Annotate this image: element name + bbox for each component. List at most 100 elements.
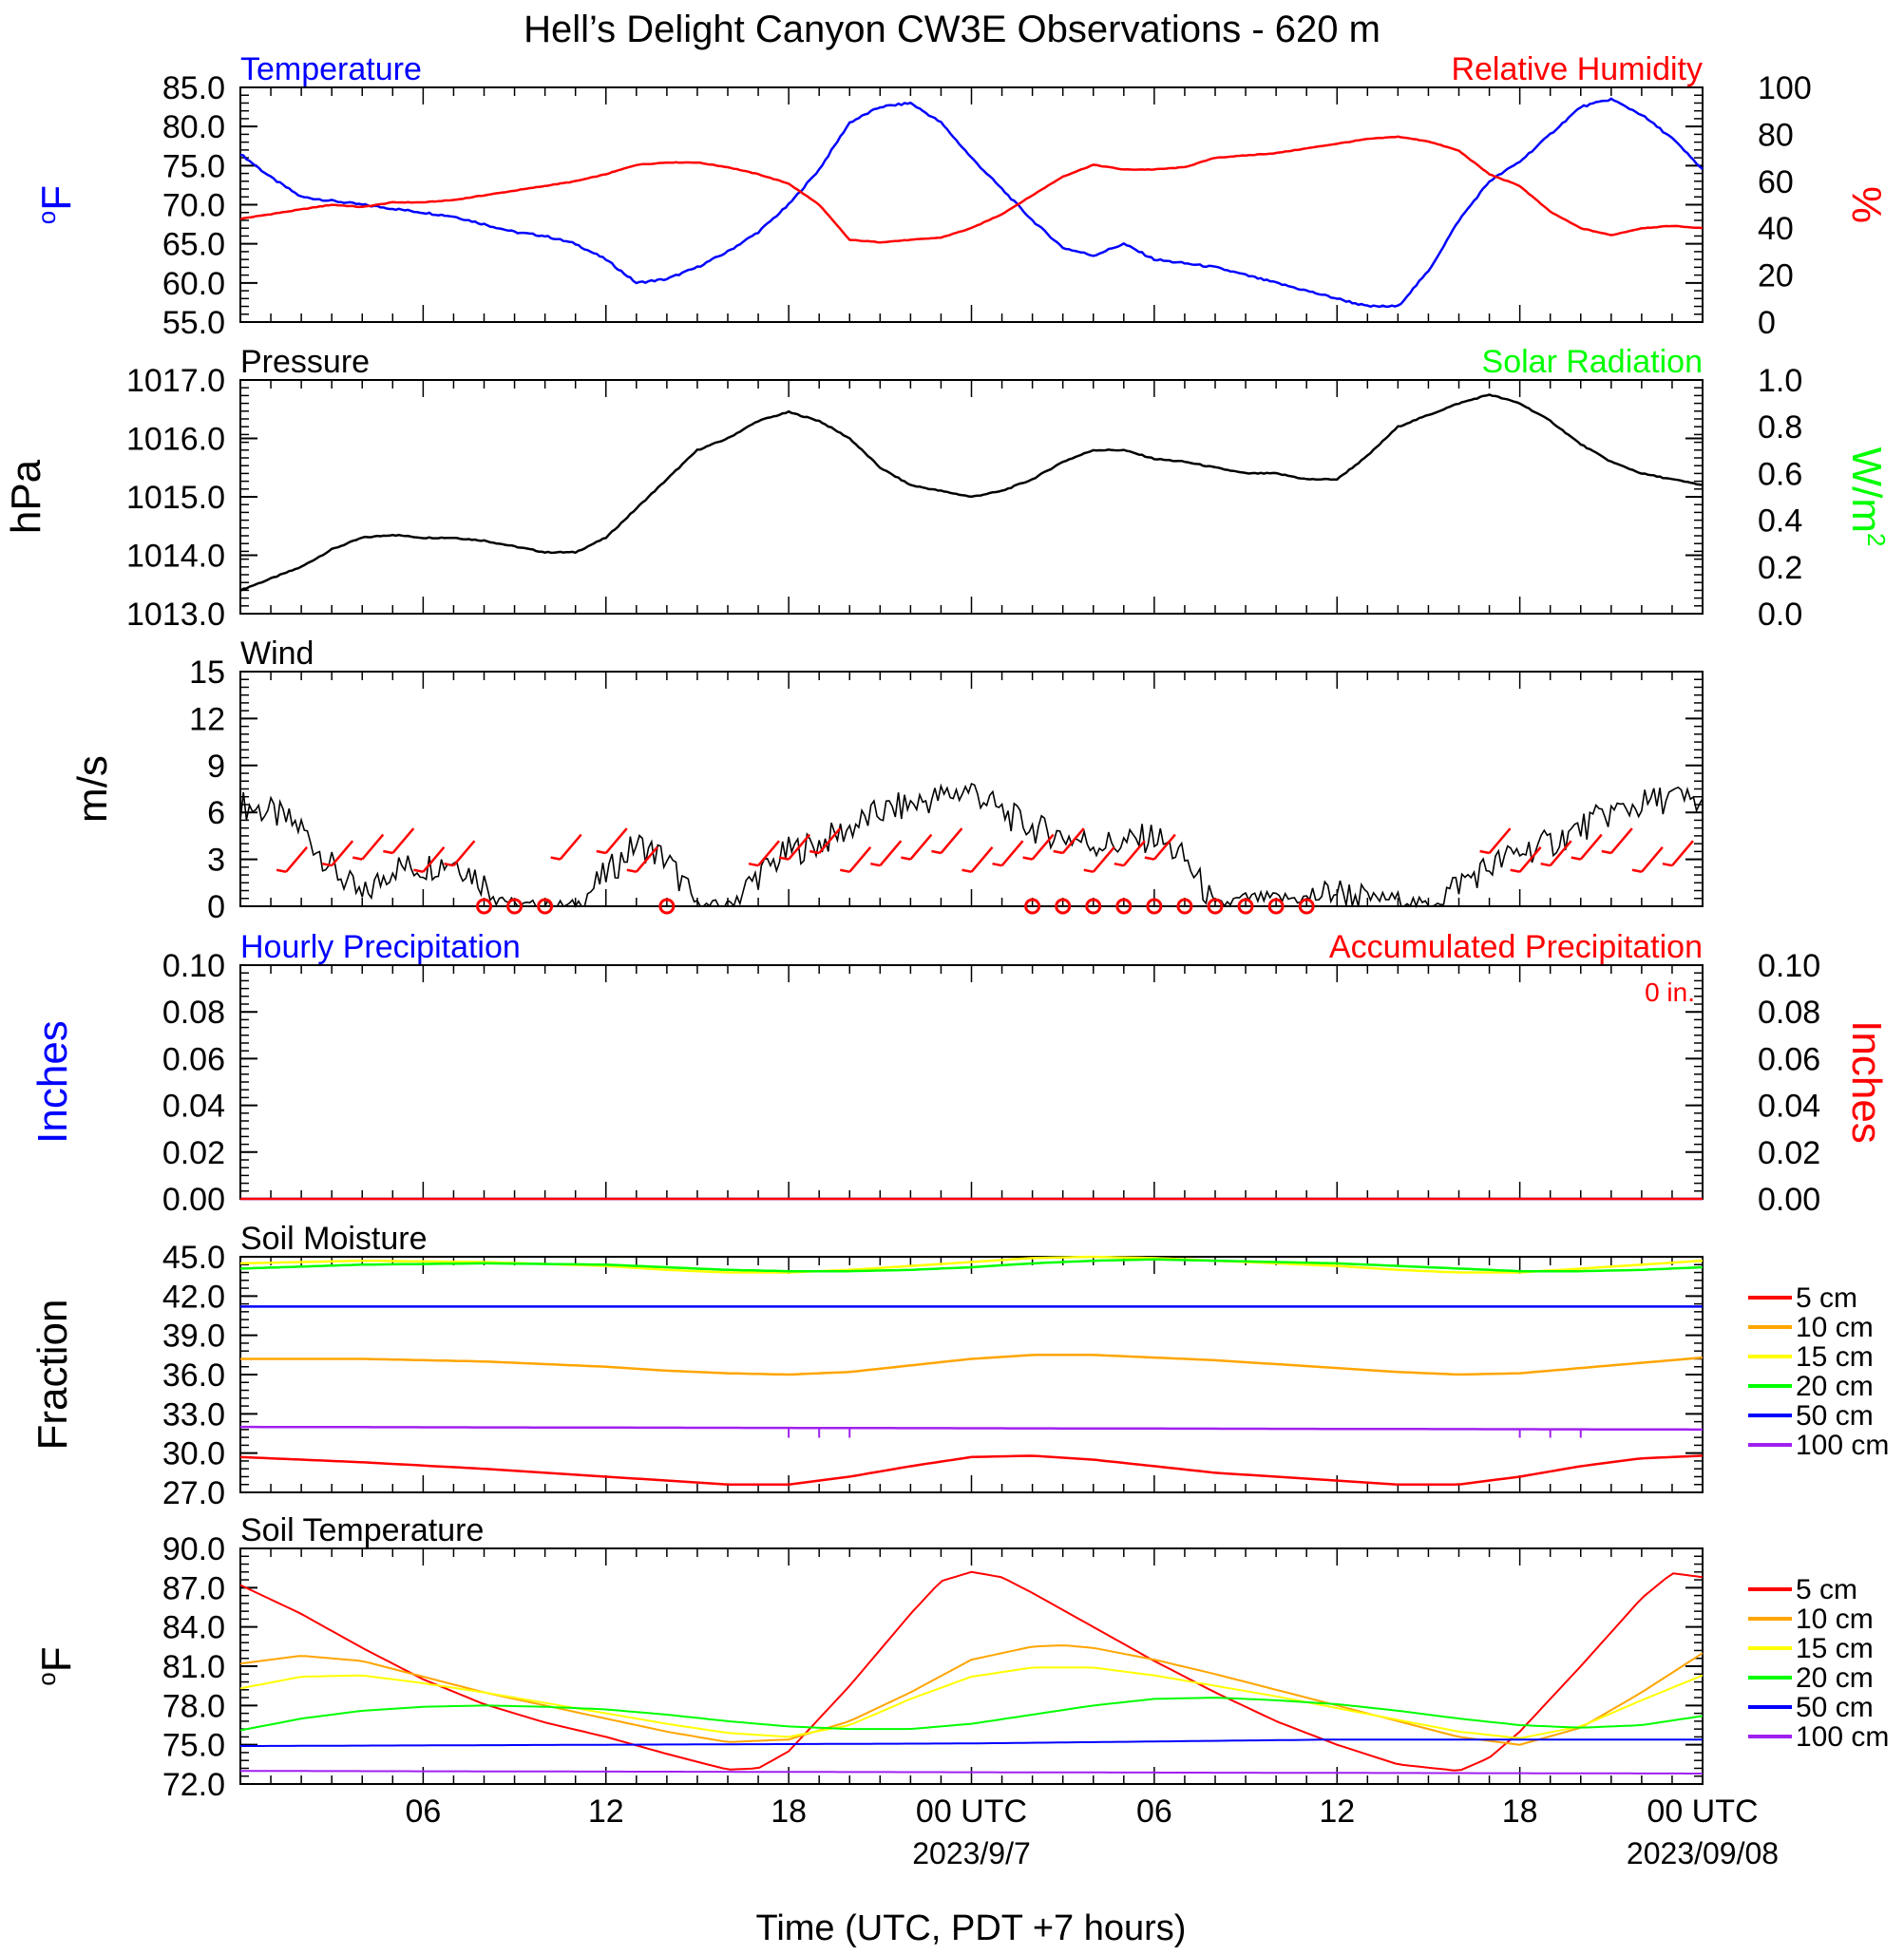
x-tick-label: 18 [771, 1794, 807, 1830]
y-axis-label-right: W/m2 [1843, 447, 1891, 547]
wind-barb-flag [931, 849, 942, 855]
y-tick-label-left: 36.0 [162, 1357, 225, 1394]
wind-barb [285, 845, 309, 873]
y-tick-label-left: 1015.0 [126, 480, 225, 516]
wind-barb-flag [444, 862, 454, 867]
wind-barb [1092, 845, 1115, 873]
y-axis-label-right: % [1843, 186, 1890, 223]
wind-barb-flag [778, 856, 790, 861]
annotation: 0 in. [1645, 978, 1695, 1007]
legend-label: 15 cm [1796, 1633, 1874, 1664]
degree-sign: o [32, 211, 61, 224]
y-tick-label-left: 70.0 [162, 188, 225, 224]
wind-barb [1122, 840, 1146, 866]
superscript: 2 [1862, 533, 1891, 546]
panel-title-left: Hourly Precipitation [240, 929, 521, 965]
panel-soil_moisture: 45.042.0 39.036.033.030.027.0 Soil Moistur… [29, 1221, 1889, 1511]
y-tick-label-left: 90.0 [162, 1531, 225, 1567]
wind-barb [391, 827, 415, 854]
calm-wind-marker [476, 898, 492, 915]
x-tick-label: 00 UTC [916, 1794, 1027, 1830]
wind-barb [1579, 833, 1603, 861]
panels: 85.080.075.070.065.060.055.0100806040200… [3, 51, 1891, 1803]
series-line-pressure [239, 393, 1704, 593]
y-tick-label-left: 1017.0 [126, 363, 225, 399]
series-line-wind-speed [239, 782, 1704, 909]
y-tick-label-right: 0.8 [1758, 409, 1802, 446]
y-axis-label-left: oF [32, 1646, 80, 1685]
panel-title-left: Soil Temperature [240, 1512, 484, 1548]
wind-barb-flag [1631, 868, 1643, 873]
wind-barb-flag [1479, 849, 1490, 855]
y-tick-label-right: 0.06 [1758, 1041, 1820, 1077]
wind-barb-flag [992, 862, 1002, 867]
wind-barb-flag [1022, 856, 1033, 861]
wind-barb [909, 833, 933, 861]
y-tick-label-left: 1013.0 [126, 597, 225, 633]
calm-wind-marker [537, 898, 554, 915]
wind-barb-flag [321, 862, 333, 867]
y-tick-label-left: 12 [189, 701, 225, 737]
panel-frame [239, 1547, 1704, 1785]
y-tick-label-left: 85.0 [162, 70, 225, 106]
wind-barb [1549, 840, 1572, 866]
y-tick-label-right: 60 [1758, 164, 1794, 200]
legend-label: 100 cm [1796, 1721, 1889, 1753]
figure-title: Hell’s Delight Canyon CW3E Observations … [524, 9, 1380, 50]
wind-barb-flag [1053, 849, 1063, 855]
y-tick-label-left: 0.02 [162, 1135, 225, 1171]
y-tick-label-left: 0.08 [162, 995, 225, 1031]
legend-label: 15 cm [1796, 1341, 1874, 1373]
series-line-50-cm [240, 1738, 1703, 1747]
x-tick-label: 12 [588, 1794, 624, 1830]
y-tick-label-right: 0.02 [1758, 1135, 1820, 1171]
legend-label: 5 cm [1796, 1282, 1857, 1314]
unit: F [33, 1646, 80, 1672]
panel-title-left: Pressure [240, 344, 370, 380]
wind-barb-flag [840, 868, 850, 873]
wind-barb [559, 833, 582, 861]
y-tick-label-right: 0.04 [1758, 1089, 1820, 1125]
y-tick-label-left: 1014.0 [126, 539, 225, 575]
wind-barb [788, 833, 811, 861]
wind-barb [361, 833, 385, 861]
wind-barb [848, 845, 872, 873]
wind-barb-flag [901, 856, 911, 861]
y-tick-label-right: 0.6 [1758, 456, 1802, 492]
panel-title-right: Relative Humidity [1451, 51, 1703, 87]
wind-barb [1518, 845, 1542, 873]
x-date-label: 2023/9/7 [912, 1836, 1031, 1870]
calm-wind-marker [1237, 898, 1254, 915]
legend-label: 5 cm [1796, 1574, 1857, 1605]
panel-title-left: Soil Moisture [240, 1221, 428, 1257]
y-axis-label-left: hPa [3, 459, 49, 534]
legend-label: 10 cm [1796, 1312, 1874, 1343]
y-tick-label-right: 20 [1758, 258, 1794, 294]
series-line-15-cm [239, 1666, 1704, 1739]
y-tick-label-left: 75.0 [162, 148, 225, 184]
wind-barb [757, 840, 781, 866]
y-tick-label-right: 40 [1758, 211, 1794, 247]
wind-barb-flag [626, 868, 638, 873]
wind-barb [1031, 833, 1055, 861]
y-tick-label-left: 75.0 [162, 1728, 225, 1764]
series-line-temperature [239, 97, 1704, 309]
y-tick-label-left: 81.0 [162, 1649, 225, 1685]
calm-wind-marker [1085, 898, 1102, 915]
wind-barb-flag [1571, 856, 1581, 861]
legend-label: 20 cm [1796, 1662, 1874, 1694]
y-tick-label-left: 15 [189, 655, 225, 691]
x-axis: 06 12 18 00 UTC 06 12 18 00 UTC 2023/9/7 2023/09/… [405, 1794, 1779, 1870]
panel-title-left: Wind [240, 636, 314, 672]
y-tick-label-left: 60.0 [162, 266, 225, 302]
calm-wind-marker [1207, 898, 1224, 915]
wind-barb [1609, 827, 1633, 854]
wind-barb-flag [1601, 849, 1612, 855]
wind-barb [604, 827, 628, 854]
y-tick-label-left: 87.0 [162, 1570, 225, 1606]
y-tick-label-left: 42.0 [162, 1279, 225, 1315]
wind-barb [879, 840, 903, 866]
calm-wind-marker [506, 898, 524, 915]
unit: F [33, 185, 80, 211]
